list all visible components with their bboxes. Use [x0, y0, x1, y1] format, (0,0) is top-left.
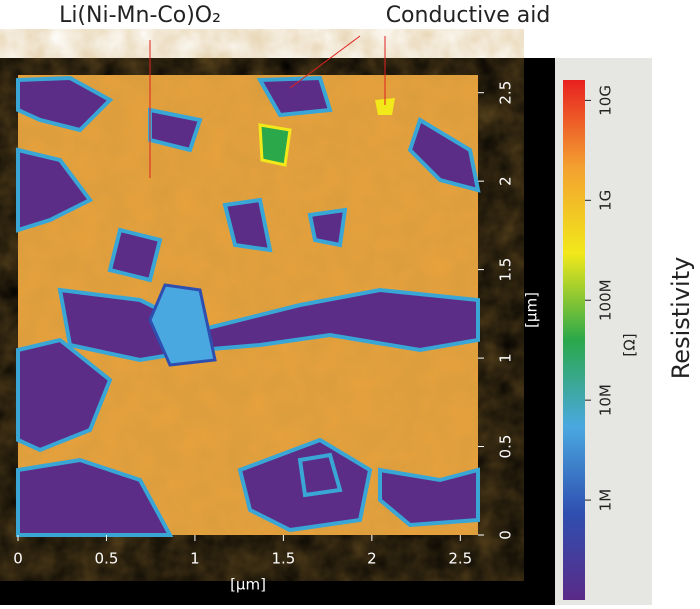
x-tick-label: 1 — [190, 550, 200, 568]
colorbar-tick-label: 10M — [597, 384, 615, 416]
colorbar-tick-label: 1G — [597, 190, 615, 211]
annotation: Li(Ni-Mn-Co)O₂ — [59, 3, 221, 28]
x-tick-label: 2 — [367, 550, 377, 568]
y-tick-label: 0 — [497, 530, 515, 540]
y-tick-label: 1.5 — [497, 258, 515, 282]
colorbar-tick-label: 10G — [597, 85, 615, 116]
x-tick-label: 0 — [13, 550, 23, 568]
annotation: Conductive aid — [386, 3, 551, 28]
colorbar-tick-label: 100M — [597, 279, 615, 321]
resistivity-map — [16, 75, 481, 537]
y-tick-label: 2 — [497, 176, 515, 186]
colorbar — [563, 80, 585, 600]
y-tick-label: 2.5 — [497, 81, 515, 105]
x-axis-label: [µm] — [230, 576, 266, 594]
colorbar-title: Resistivity — [667, 257, 695, 380]
colorbar-label: [Ω] — [621, 333, 639, 356]
y-tick-label: 1 — [497, 353, 515, 363]
y-axis-label: [µm] — [523, 292, 541, 328]
x-tick-label: 0.5 — [95, 550, 119, 568]
colorbar-tick-label: 1M — [597, 489, 615, 512]
x-tick-label: 1.5 — [271, 550, 295, 568]
x-tick-label: 2.5 — [448, 550, 472, 568]
y-tick-label: 0.5 — [497, 435, 515, 459]
annotation-line — [289, 35, 361, 89]
